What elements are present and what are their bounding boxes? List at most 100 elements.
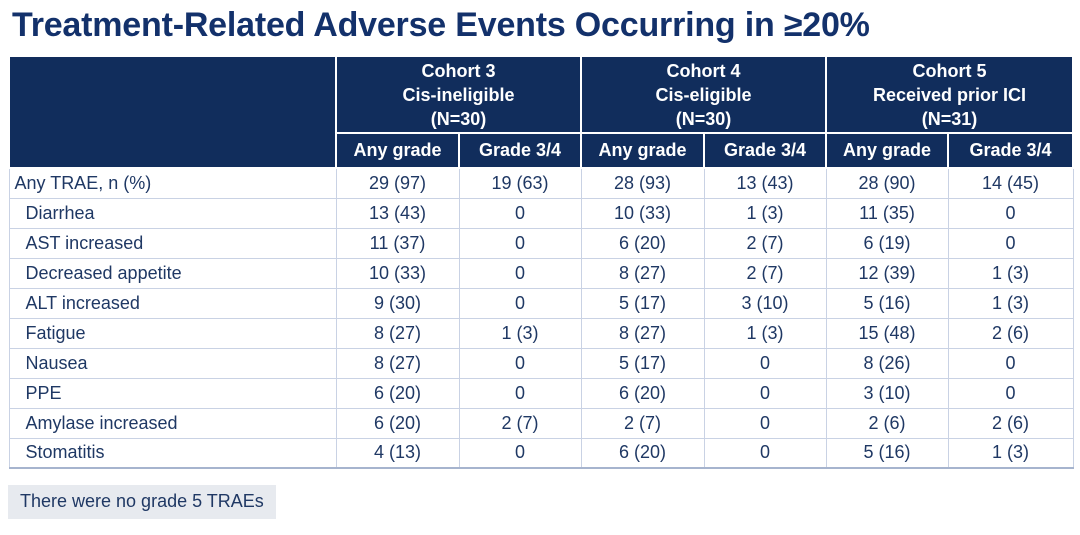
row-label: Any TRAE, n (%): [8, 167, 337, 199]
value-cell: 10 (33): [335, 257, 460, 289]
value-cell: 0: [703, 437, 827, 469]
table-row: Any TRAE, n (%) 29 (97) 19 (63) 28 (93) 13 (…: [8, 167, 1074, 199]
cohort3-any-grade-header: Any grade: [335, 132, 460, 169]
table-row: Stomatitis 4 (13) 0 6 (20) 0 5 (16) 1 (3): [8, 437, 1074, 469]
value-cell: 5 (17): [580, 287, 705, 319]
value-cell: 1 (3): [703, 317, 827, 349]
value-cell: 28 (93): [580, 167, 705, 199]
value-cell: 5 (16): [825, 287, 949, 319]
value-cell: 0: [947, 347, 1074, 379]
value-cell: 6 (20): [580, 227, 705, 259]
value-cell: 5 (17): [580, 347, 705, 379]
cohort-header-row: Cohort 3 Cis-ineligible (N=30) Cohort 4 …: [8, 55, 1074, 169]
value-cell: 10 (33): [580, 197, 705, 229]
table-row: ALT increased 9 (30) 0 5 (17) 3 (10) 5 (16) 1 …: [8, 287, 1074, 319]
value-cell: 8 (27): [335, 317, 460, 349]
value-cell: 2 (6): [947, 407, 1074, 439]
value-cell: 8 (27): [335, 347, 460, 379]
value-cell: 6 (19): [825, 227, 949, 259]
value-cell: 0: [703, 407, 827, 439]
value-cell: 6 (20): [580, 437, 705, 469]
row-label: ALT increased: [8, 287, 337, 319]
row-label: Decreased appetite: [8, 257, 337, 289]
value-cell: 2 (7): [703, 257, 827, 289]
row-label: Fatigue: [8, 317, 337, 349]
value-cell: 3 (10): [703, 287, 827, 319]
corner-cell: [8, 55, 337, 169]
table-body: Any TRAE, n (%) 29 (97) 19 (63) 28 (93) 13 (…: [8, 167, 1074, 469]
row-label: Diarrhea: [8, 197, 337, 229]
value-cell: 2 (7): [580, 407, 705, 439]
cohort4-header: Cohort 4 Cis-eligible (N=30): [580, 55, 827, 134]
value-cell: 28 (90): [825, 167, 949, 199]
value-cell: 1 (3): [458, 317, 582, 349]
value-cell: 0: [458, 257, 582, 289]
value-cell: 0: [458, 437, 582, 469]
value-cell: 2 (6): [947, 317, 1074, 349]
value-cell: 4 (13): [335, 437, 460, 469]
row-label: Amylase increased: [8, 407, 337, 439]
value-cell: 8 (27): [580, 317, 705, 349]
value-cell: 0: [703, 377, 827, 409]
cohort5-n: (N=31): [921, 108, 978, 129]
value-cell: 13 (43): [335, 197, 460, 229]
value-cell: 1 (3): [947, 437, 1074, 469]
value-cell: 2 (6): [825, 407, 949, 439]
cohort5-grade34-header: Grade 3/4: [947, 132, 1074, 169]
cohort5-subtitle: Received prior ICI: [872, 84, 1027, 105]
value-cell: 9 (30): [335, 287, 460, 319]
value-cell: 14 (45): [947, 167, 1074, 199]
value-cell: 12 (39): [825, 257, 949, 289]
footnote: There were no grade 5 TRAEs: [8, 485, 276, 519]
value-cell: 2 (7): [703, 227, 827, 259]
cohort5-name: Cohort 5: [912, 60, 987, 81]
page-title: Treatment-Related Adverse Events Occurri…: [12, 6, 870, 44]
value-cell: 0: [458, 227, 582, 259]
cohort4-name: Cohort 4: [666, 60, 741, 81]
value-cell: 15 (48): [825, 317, 949, 349]
table-row: Nausea 8 (27) 0 5 (17) 0 8 (26) 0: [8, 347, 1074, 379]
value-cell: 13 (43): [703, 167, 827, 199]
value-cell: 0: [947, 197, 1074, 229]
table-row: Fatigue 8 (27) 1 (3) 8 (27) 1 (3) 15 (48) 2 (6…: [8, 317, 1074, 349]
value-cell: 1 (3): [947, 257, 1074, 289]
table-header: Cohort 3 Cis-ineligible (N=30) Cohort 4 …: [8, 55, 1074, 169]
value-cell: 6 (20): [580, 377, 705, 409]
table-row: PPE 6 (20) 0 6 (20) 0 3 (10) 0: [8, 377, 1074, 409]
row-label: AST increased: [8, 227, 337, 259]
value-cell: 0: [947, 227, 1074, 259]
grade-header-row: Any grade Grade 3/4 Any grade Grade 3/4 …: [9, 132, 1074, 169]
table-row: Amylase increased 6 (20) 2 (7) 2 (7) 0 2 (6) 2…: [8, 407, 1074, 439]
table-row: AST increased 11 (37) 0 6 (20) 2 (7) 6 (19) 0: [8, 227, 1074, 259]
table-row: Decreased appetite 10 (33) 0 8 (27) 2 (7) 12 …: [8, 257, 1074, 289]
value-cell: 0: [703, 347, 827, 379]
row-label: Nausea: [8, 347, 337, 379]
cohort4-any-grade-header: Any grade: [580, 132, 705, 169]
row-label: PPE: [8, 377, 337, 409]
value-cell: 1 (3): [703, 197, 827, 229]
value-cell: 6 (20): [335, 377, 460, 409]
value-cell: 0: [458, 347, 582, 379]
cohort3-n: (N=30): [430, 108, 487, 129]
value-cell: 1 (3): [947, 287, 1074, 319]
trae-table: Cohort 3 Cis-ineligible (N=30) Cohort 4 …: [8, 55, 1074, 469]
value-cell: 11 (37): [335, 227, 460, 259]
value-cell: 0: [458, 287, 582, 319]
cohort5-header: Cohort 5 Received prior ICI (N=31): [825, 55, 1074, 134]
value-cell: 0: [458, 197, 582, 229]
cohort5-any-grade-header: Any grade: [825, 132, 949, 169]
cohort4-n: (N=30): [675, 108, 732, 129]
value-cell: 0: [458, 377, 582, 409]
value-cell: 6 (20): [335, 407, 460, 439]
cohort3-name: Cohort 3: [421, 60, 496, 81]
value-cell: 19 (63): [458, 167, 582, 199]
cohort3-header: Cohort 3 Cis-ineligible (N=30): [335, 55, 582, 134]
value-cell: 8 (27): [580, 257, 705, 289]
value-cell: 0: [947, 377, 1074, 409]
cohort3-subtitle: Cis-ineligible: [402, 84, 515, 105]
value-cell: 8 (26): [825, 347, 949, 379]
value-cell: 29 (97): [335, 167, 460, 199]
cohort4-subtitle: Cis-eligible: [655, 84, 752, 105]
row-label: Stomatitis: [8, 437, 337, 469]
